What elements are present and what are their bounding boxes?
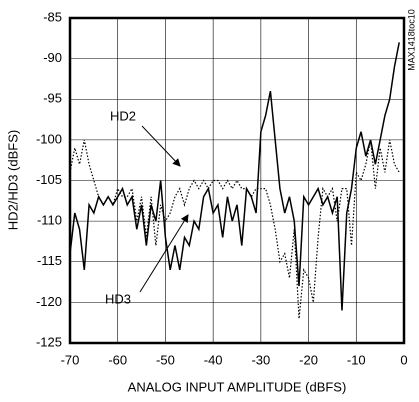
y-tick-label: -120 bbox=[36, 294, 62, 309]
annotation: HD2 bbox=[110, 108, 136, 123]
y-tick-label: -100 bbox=[36, 131, 62, 146]
x-tick-label: -40 bbox=[204, 352, 223, 367]
y-tick-label: -95 bbox=[43, 91, 62, 106]
data-line bbox=[69, 42, 400, 311]
x-tick-label: -20 bbox=[299, 352, 318, 367]
x-tick-label: -70 bbox=[61, 352, 80, 367]
x-tick-label: -10 bbox=[347, 352, 366, 367]
annotation-arrow bbox=[141, 125, 181, 167]
x-tick-label: 0 bbox=[400, 352, 407, 367]
x-axis-label: ANALOG INPUT AMPLITUDE (dBFS) bbox=[128, 379, 347, 394]
x-tick-label: -60 bbox=[108, 352, 127, 367]
y-tick-label: -125 bbox=[36, 334, 62, 349]
x-tick-label: -30 bbox=[251, 352, 270, 367]
y-tick-label: -110 bbox=[37, 213, 62, 228]
y-tick-label: -85 bbox=[43, 9, 62, 24]
side-note: MAX1418toc10 bbox=[406, 9, 416, 71]
y-tick-label: -115 bbox=[37, 253, 62, 268]
annotation-arrow bbox=[139, 214, 189, 293]
y-tick-label: -105 bbox=[36, 172, 62, 187]
y-axis-label: HD2/HD3 (dBFS) bbox=[5, 130, 20, 230]
plot-frame bbox=[68, 16, 406, 345]
y-tick-label: -90 bbox=[43, 50, 62, 65]
x-tick-label: -50 bbox=[156, 352, 175, 367]
